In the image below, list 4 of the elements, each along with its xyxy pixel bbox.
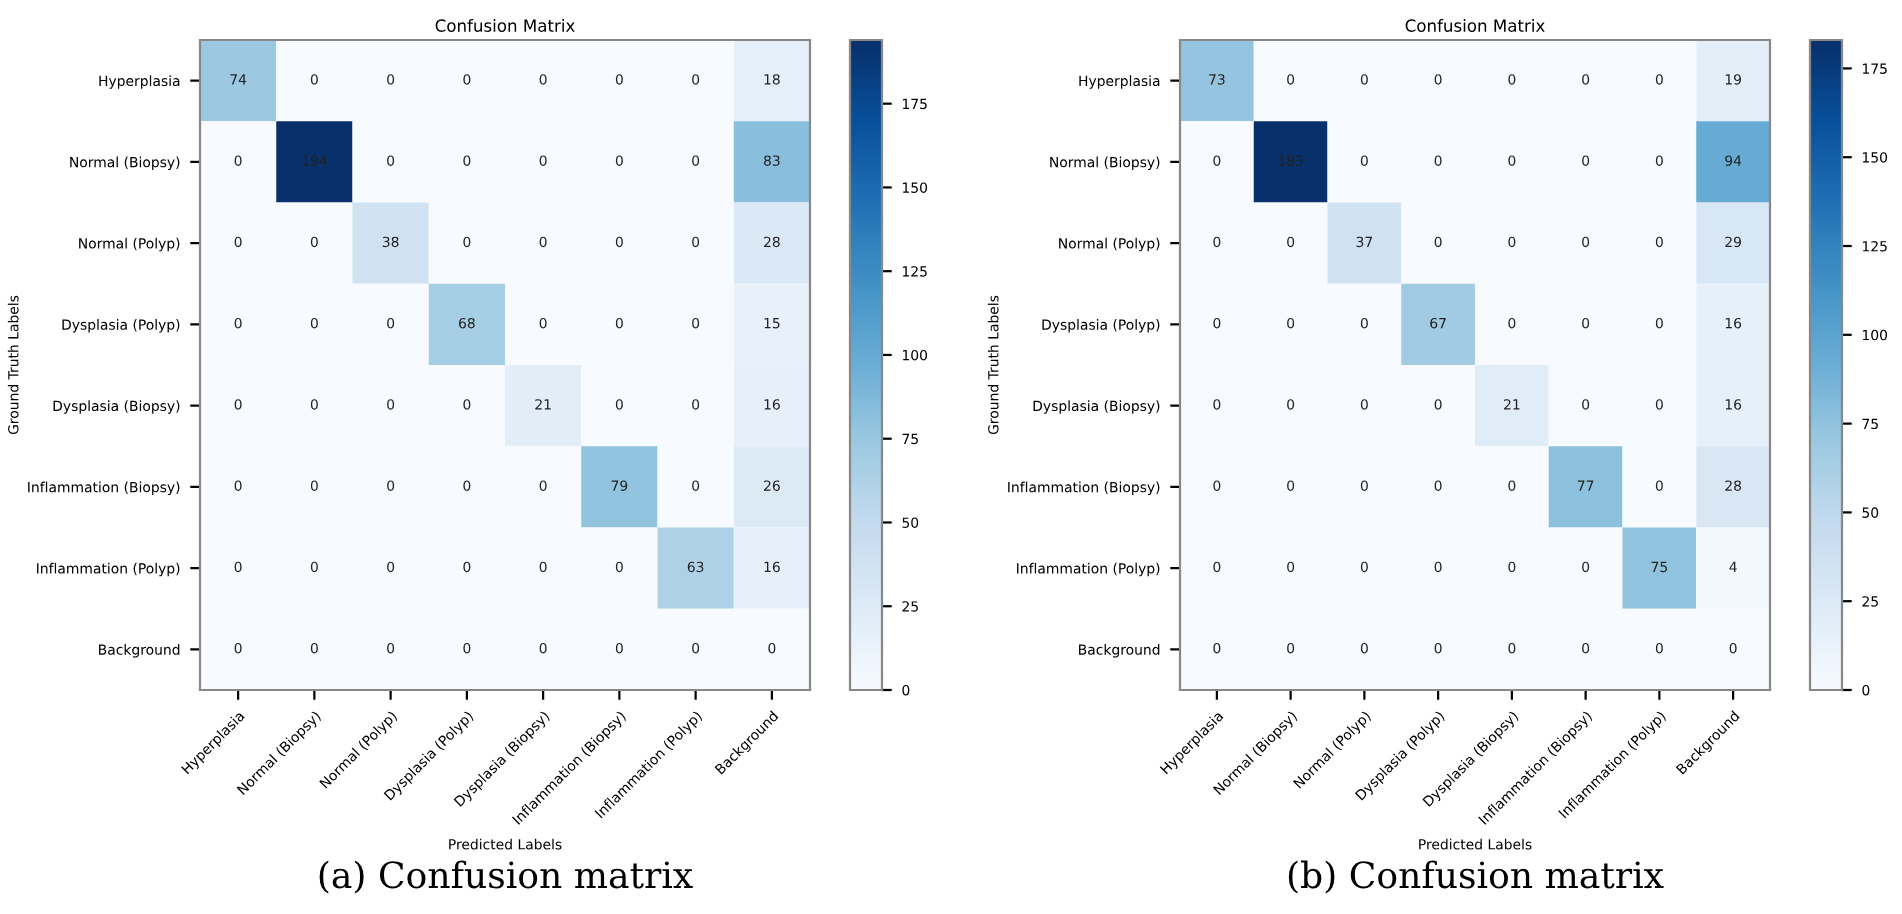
text: (b) Confusion matrix bbox=[1288, 860, 1664, 894]
chart-title: Confusion Matrix bbox=[435, 19, 575, 32]
text: (a) Confusion matrix bbox=[319, 860, 693, 894]
chart-title: Confusion Matrix bbox=[1405, 19, 1545, 32]
